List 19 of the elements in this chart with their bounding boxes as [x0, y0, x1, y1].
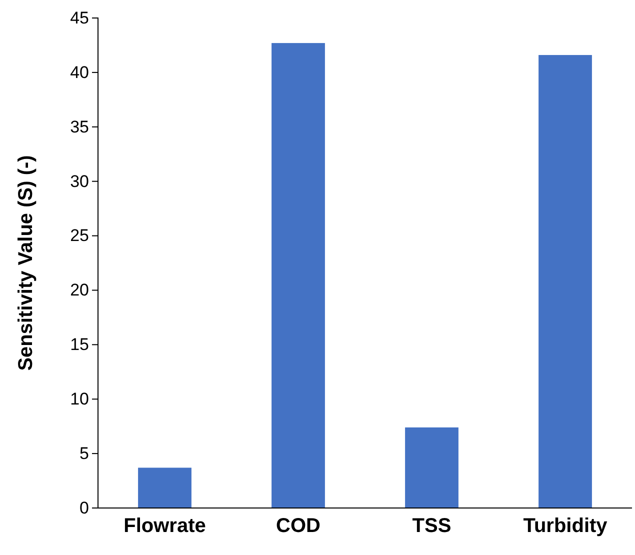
y-axis-title: Sensitivity Value (S) (-) [15, 155, 37, 371]
y-tick-label: 20 [70, 280, 89, 300]
x-tick-label: COD [276, 515, 320, 538]
bar [405, 427, 458, 508]
y-tick-label: 5 [80, 444, 89, 463]
y-tick-label: 30 [70, 172, 89, 191]
y-tick-label: 10 [70, 390, 89, 409]
bar [538, 55, 592, 508]
y-tick-label: 0 [80, 498, 89, 518]
y-tick-label: 40 [70, 62, 89, 82]
y-tick-label: 15 [70, 335, 89, 354]
bar [138, 468, 192, 508]
y-tick-label: 35 [70, 117, 89, 136]
x-tick-label: TSS [412, 515, 452, 538]
y-tick-label: 45 [70, 8, 89, 28]
bar [272, 43, 325, 508]
x-tick-label: Turbidity [523, 515, 608, 538]
x-tick-label: Flowrate [124, 515, 206, 538]
y-tick-label: 25 [70, 226, 89, 246]
